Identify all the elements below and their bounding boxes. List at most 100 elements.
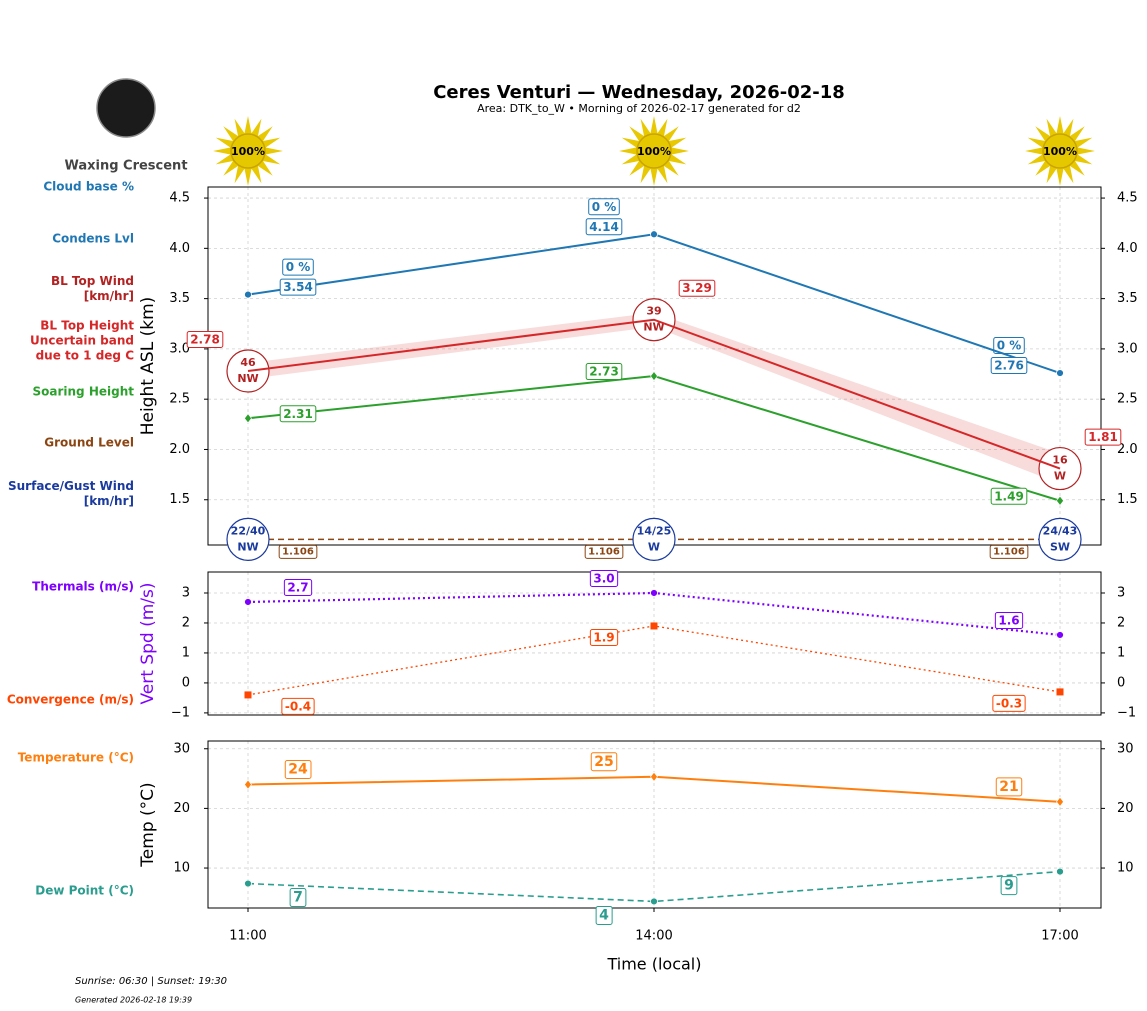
value-label-box: [284, 760, 312, 780]
value-label-box: [584, 544, 624, 559]
uncertainty-band: [248, 312, 1060, 484]
value-label-box: [993, 337, 1025, 355]
value-label-box: [990, 357, 1028, 375]
plot-frame: [207, 740, 1102, 909]
wind-speed: 22/40: [231, 524, 266, 537]
point: [244, 779, 252, 790]
y-tick-label: 2: [182, 615, 190, 630]
value-label-box: [281, 697, 315, 715]
y2-tick-label: 3.5: [1117, 291, 1138, 306]
value-label-box: [595, 905, 613, 925]
point: [650, 230, 658, 239]
point: [650, 622, 658, 630]
y-tick-label: 10: [173, 861, 190, 876]
x-tick-label: 11:00: [229, 929, 266, 944]
point: [650, 771, 658, 782]
value-label: 2.78: [190, 333, 220, 347]
series-label: Thermals (m/s): [32, 579, 134, 594]
wind-direction: NW: [237, 540, 258, 553]
value-label-box: [990, 487, 1028, 505]
y-tick-label: 4.0: [169, 241, 190, 256]
series-line: [247, 870, 1061, 903]
y2-tick-label: 30: [1117, 741, 1134, 756]
y-tick-label: 2.5: [169, 392, 190, 407]
value-label: 3.29: [682, 281, 712, 295]
point: [650, 897, 658, 906]
y2-tick-label: 10: [1117, 861, 1134, 876]
value-label: 1.6: [998, 613, 1019, 627]
value-label: 0 %: [997, 339, 1022, 353]
value-label: 2.73: [589, 365, 619, 379]
series-line: [247, 318, 1061, 470]
value-label-box: [995, 777, 1023, 797]
point: [244, 598, 252, 606]
y-axis-title: Temp (°C): [138, 782, 158, 867]
x-tick-label: 14:00: [635, 929, 672, 944]
point: [244, 879, 252, 888]
point: [1056, 867, 1064, 876]
wind-speed: 46: [240, 356, 256, 369]
value-label-box: [585, 218, 623, 236]
value-label-box: [678, 279, 716, 297]
sun-times: Sunrise: 06:30 | Sunset: 19:30: [75, 976, 227, 987]
generated-note: Generated 2026-02-18 19:39: [75, 996, 192, 1005]
point: [244, 413, 252, 424]
point: [1056, 495, 1064, 506]
value-label-box: [588, 198, 620, 216]
wind-direction: W: [1054, 470, 1066, 483]
y-tick-label: 1.5: [169, 492, 190, 507]
point: [650, 371, 658, 382]
wind-direction: SW: [1050, 540, 1070, 553]
moon-phase: Waxing Crescent: [64, 159, 187, 174]
y-tick-label: 4.5: [169, 191, 190, 206]
y2-tick-label: 2.0: [1117, 442, 1138, 457]
value-label: -0.4: [285, 699, 311, 713]
value-label-box: [283, 578, 313, 596]
value-label: 2.76: [994, 359, 1024, 373]
y2-tick-label: 1.5: [1117, 492, 1138, 507]
value-label-box: [989, 544, 1029, 559]
value-label: 9: [1004, 878, 1014, 894]
y-axis-title: Height ASL (km): [138, 297, 158, 436]
wind-speed: 14/25: [637, 524, 672, 537]
value-label-box: [282, 258, 314, 276]
value-label: 0 %: [592, 200, 617, 214]
chart-subtitle: Area: DTK_to_W • Morning of 2026-02-17 g…: [477, 102, 801, 115]
point: [1056, 631, 1064, 639]
value-label-box: [992, 694, 1026, 712]
value-label-box: [589, 628, 619, 646]
wind-speed: 24/43: [1043, 524, 1078, 537]
value-label: 4.14: [589, 220, 619, 234]
sun-core: [636, 133, 672, 169]
chart-title: Ceres Venturi — Wednesday, 2026-02-18: [433, 82, 845, 103]
y-tick-label: 20: [173, 801, 190, 816]
wind-direction: NW: [643, 321, 664, 334]
sun-label: 100%: [637, 145, 671, 158]
point: [1056, 369, 1064, 377]
y2-tick-label: 0: [1117, 675, 1125, 690]
series-label: Dew Point (°C): [35, 883, 134, 898]
value-label: 2.31: [283, 407, 313, 421]
y-tick-label: 2.0: [169, 442, 190, 457]
wind-speed: 39: [646, 305, 661, 318]
value-label: 4: [599, 907, 609, 923]
point: [1056, 796, 1064, 807]
y2-tick-label: 3: [1117, 585, 1125, 600]
moon-icon: [96, 78, 156, 138]
value-label: 1.49: [994, 489, 1024, 503]
value-label: 25: [594, 754, 613, 770]
value-label-box: [589, 569, 619, 587]
point: [244, 290, 252, 299]
y-tick-label: 30: [173, 741, 190, 756]
series-label: BL Top Wind [km/hr]: [50, 274, 134, 303]
series-label: Cloud base %: [43, 179, 134, 194]
y-tick-label: 0: [182, 675, 190, 690]
value-label-box: [590, 752, 618, 772]
y-tick-label: 3: [182, 585, 190, 600]
value-label-box: [585, 363, 623, 381]
series-label: Condens Lvl: [52, 231, 134, 246]
value-label-box: [289, 888, 307, 908]
y2-tick-label: −1: [1117, 705, 1136, 720]
